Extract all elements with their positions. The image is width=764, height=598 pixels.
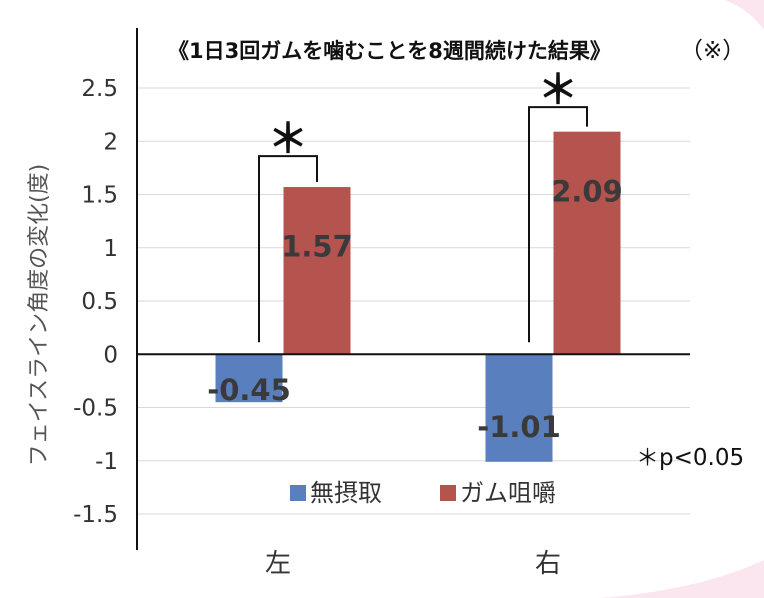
significance-bracket: [528, 106, 588, 343]
legend-label: 無摂取: [310, 479, 382, 507]
y-tick-labels: 2.5 2 1.5 1 0.5 0 -0.5 -1 -1.5: [73, 76, 118, 528]
data-labels: -0.45 -1.01 1.57 2.09: [207, 174, 623, 444]
bar-gum-0: [283, 187, 351, 355]
bars: [215, 131, 621, 462]
y-tick-label: -0.5: [73, 396, 118, 422]
y-tick-label: 1.5: [81, 183, 118, 209]
corner-decoration: [724, 0, 764, 30]
data-label: 1.57: [281, 230, 353, 264]
significance-star: ＊: [268, 116, 308, 162]
y-tick-label: 1: [103, 236, 118, 262]
data-label: -1.01: [477, 410, 561, 444]
y-tick-label: -1.5: [73, 502, 118, 528]
significance-star: ＊: [538, 67, 578, 113]
legend-label: ガム咀嚼: [460, 479, 556, 507]
category-label: 右: [535, 549, 561, 579]
y-tick-label: 2: [103, 129, 118, 155]
gridlines: [137, 87, 690, 515]
title-note: （※）: [680, 38, 745, 64]
data-label: -0.45: [207, 373, 291, 407]
y-tick-label: -1: [95, 449, 118, 475]
y-tick-label: 0: [103, 342, 118, 368]
legend: 無摂取 ガム咀嚼: [290, 479, 556, 507]
bar-gum-1: [553, 131, 621, 355]
significance-note: ＊p<0.05: [636, 445, 744, 471]
category-label: 左: [265, 549, 291, 579]
significance-brackets: ＊＊: [258, 67, 588, 343]
y-tick-label: 0.5: [81, 289, 118, 315]
corner-decoration: [600, 560, 764, 598]
chart-title: 《1日3回ガムを噛むことを8週間続けた結果》: [168, 39, 611, 63]
y-tick-label: 2.5: [81, 76, 118, 102]
significance-bracket: [258, 155, 318, 343]
legend-swatch: [290, 485, 306, 501]
y-axis-title: フェイスライン角度の変化(度): [27, 164, 52, 467]
bar-control-1: [485, 354, 553, 462]
data-label: 2.09: [551, 174, 623, 208]
bar-control-0: [215, 354, 283, 403]
legend-swatch: [440, 485, 456, 501]
category-labels: 左右: [265, 549, 561, 579]
